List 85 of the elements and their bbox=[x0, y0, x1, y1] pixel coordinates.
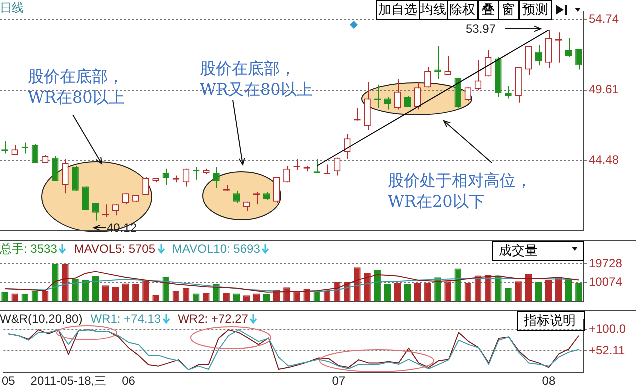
candlestick bbox=[464, 87, 472, 102]
bar bbox=[364, 273, 371, 302]
bar bbox=[515, 282, 522, 302]
x-tick-label: 06 bbox=[122, 374, 136, 388]
bar bbox=[162, 277, 170, 302]
bar bbox=[384, 284, 392, 302]
annotation: 股价在底部， WR在80以上 bbox=[28, 66, 125, 108]
y-tick-label: +100.0 bbox=[589, 322, 626, 336]
annotation: 均线 bbox=[419, 0, 448, 20]
bar bbox=[566, 278, 572, 302]
bar bbox=[576, 283, 582, 302]
candlestick bbox=[32, 144, 39, 164]
bar bbox=[545, 280, 552, 302]
candlestick bbox=[394, 78, 402, 110]
annotation: 53.97 bbox=[466, 22, 496, 36]
bar bbox=[505, 288, 512, 302]
candlestick bbox=[505, 86, 512, 100]
series-label: WR2: +72.27 bbox=[178, 312, 248, 326]
bar bbox=[132, 284, 140, 302]
annotation: 叠 bbox=[478, 0, 499, 20]
annotation: 窗 bbox=[498, 0, 519, 20]
x-tick-label: 07 bbox=[332, 374, 346, 388]
bar bbox=[354, 268, 361, 302]
candlestick bbox=[274, 176, 280, 204]
bar bbox=[495, 276, 502, 302]
series-label: WR1: +74.13 bbox=[90, 312, 162, 326]
candlestick bbox=[284, 166, 290, 184]
candlestick bbox=[142, 176, 150, 196]
bar bbox=[102, 286, 110, 302]
annotation: 股价在底部， WR又在80以上 bbox=[200, 58, 313, 100]
bar bbox=[434, 278, 442, 302]
candlestick bbox=[182, 168, 190, 188]
y-tick-label: 19728 bbox=[589, 256, 623, 270]
candlestick bbox=[444, 56, 452, 76]
bar bbox=[525, 274, 532, 302]
series-label: MAVOL5: 5705 bbox=[74, 242, 156, 256]
bar bbox=[72, 278, 79, 302]
y-tick-label: 10074 bbox=[589, 274, 623, 289]
annotation: 指标说明 bbox=[517, 311, 585, 331]
candlestick bbox=[566, 38, 572, 58]
annotation: 股价处于相对高位， WR在20以下 bbox=[388, 170, 532, 212]
bar bbox=[62, 264, 69, 302]
annotation: 加自选 bbox=[376, 0, 420, 20]
bar bbox=[122, 284, 130, 302]
bar bbox=[454, 268, 462, 302]
candlestick bbox=[545, 30, 552, 69]
x-tick-label: 08 bbox=[542, 374, 556, 388]
candlestick bbox=[576, 48, 582, 70]
text: MAVOL10: 5693 bbox=[172, 242, 260, 256]
y-tick-label: 44.48 bbox=[589, 153, 620, 168]
candlestick bbox=[62, 158, 69, 194]
bar bbox=[82, 280, 89, 302]
candlestick bbox=[414, 82, 422, 110]
y-tick-label: +52.11 bbox=[589, 343, 626, 358]
bar bbox=[284, 288, 290, 302]
candlestick bbox=[72, 166, 79, 192]
candlestick bbox=[334, 157, 341, 176]
x-tick-label: 2011-05-18,三 bbox=[30, 374, 107, 388]
candlestick bbox=[162, 168, 170, 186]
bar bbox=[52, 264, 59, 302]
bar bbox=[394, 283, 402, 302]
candlestick bbox=[384, 96, 392, 110]
bar bbox=[424, 283, 432, 302]
annotation: 预测 bbox=[519, 0, 552, 20]
bar bbox=[414, 283, 422, 302]
series-label: 总手: 3533 bbox=[0, 242, 58, 256]
y-tick-label: 49.61 bbox=[589, 82, 620, 97]
candlestick bbox=[525, 46, 532, 76]
annotation: 除权 bbox=[447, 0, 478, 20]
y-tick-label: 54.74 bbox=[589, 12, 620, 26]
candlestick bbox=[424, 66, 432, 88]
bar bbox=[464, 283, 472, 302]
bar bbox=[374, 270, 381, 302]
bar bbox=[404, 284, 412, 302]
chart-title: W&R(10,20,80) bbox=[0, 312, 83, 326]
bar bbox=[444, 282, 452, 302]
bar bbox=[182, 288, 190, 302]
bar bbox=[112, 287, 120, 302]
bar bbox=[142, 280, 150, 302]
candlestick bbox=[344, 134, 351, 160]
bar bbox=[535, 282, 542, 302]
candlestick bbox=[52, 156, 59, 182]
annotation: 成交量 bbox=[492, 241, 584, 261]
x-tick-label: 05 bbox=[2, 374, 16, 388]
chart-title: 日线 bbox=[0, 1, 24, 15]
